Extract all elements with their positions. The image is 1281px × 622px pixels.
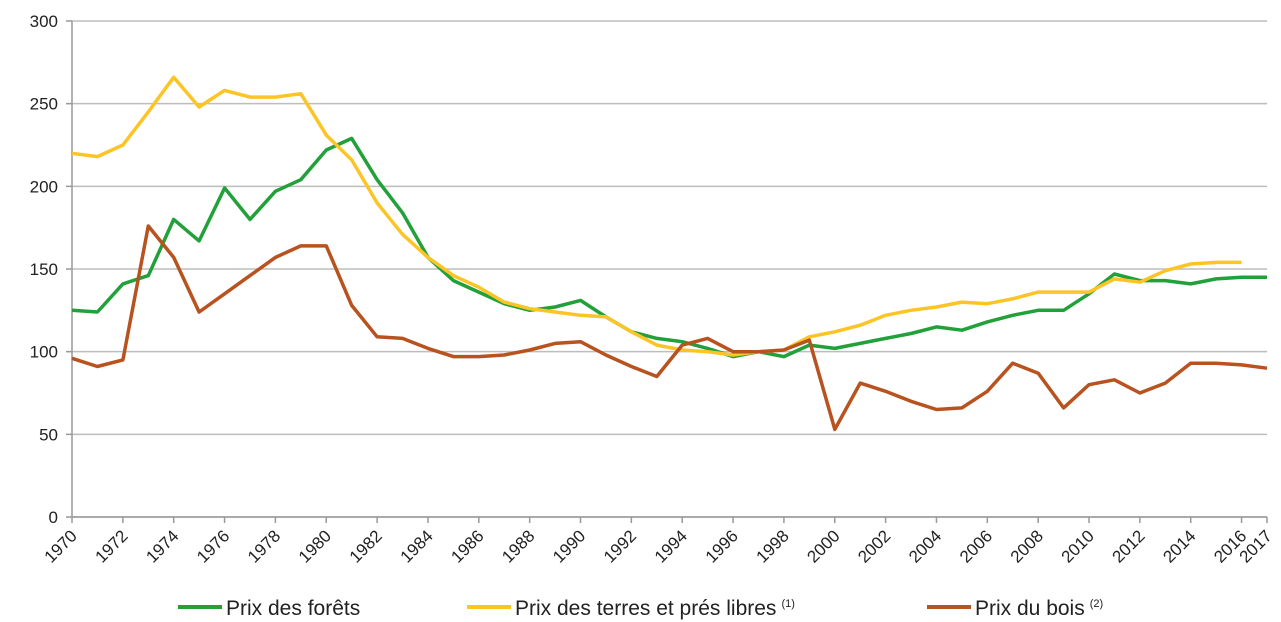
x-tick-label: 2004 <box>905 526 945 566</box>
legend-text: Prix des terres et prés libres (1) <box>515 597 795 620</box>
legend-label: Prix des terres et prés libres <box>515 597 776 620</box>
legend-text: Prix du bois (2) <box>975 597 1103 620</box>
x-tick-label: 1974 <box>142 526 182 566</box>
x-tick-label: 1972 <box>91 526 131 566</box>
legend-note: (1) <box>781 598 794 610</box>
legend-label: Prix du bois <box>975 597 1085 620</box>
x-tick-label: 1978 <box>244 526 284 566</box>
x-tick-label: 1994 <box>651 526 691 566</box>
x-tick-label: 2014 <box>1159 526 1199 566</box>
x-tick-label: 2010 <box>1058 526 1098 566</box>
legend-label: Prix des forêts <box>226 597 360 620</box>
x-tick-label: 1982 <box>346 526 386 566</box>
y-tick-label: 300 <box>30 12 58 31</box>
x-tick-label: 2008 <box>1007 526 1047 566</box>
legend-text: Prix des forêts <box>226 597 360 620</box>
x-tick-label: 1984 <box>397 526 437 566</box>
x-tick-label: 2012 <box>1109 526 1149 566</box>
x-tick-label: 1992 <box>600 526 640 566</box>
x-tick-label: 2006 <box>956 526 996 566</box>
x-tick-label: 1990 <box>549 526 589 566</box>
x-tick-label: 1988 <box>498 526 538 566</box>
x-tick-label: 1996 <box>702 526 742 566</box>
x-tick-label: 1976 <box>193 526 233 566</box>
series-line <box>71 136 1267 359</box>
y-tick-label: 250 <box>30 95 58 114</box>
series-line <box>71 75 1242 357</box>
x-tick-label: 2002 <box>854 526 894 566</box>
x-tick-label: 1986 <box>447 526 487 566</box>
y-tick-label: 200 <box>30 177 58 196</box>
x-tick-label: 1998 <box>753 526 793 566</box>
y-tick-label: 0 <box>49 508 58 527</box>
x-tick-label: 2000 <box>803 526 843 566</box>
series-line <box>71 224 1268 432</box>
x-tick-label: 1970 <box>41 526 81 566</box>
legend-note: (2) <box>1090 598 1103 610</box>
x-tick-label: 1980 <box>295 526 335 566</box>
y-tick-label: 100 <box>30 343 58 362</box>
y-tick-label: 50 <box>39 425 58 444</box>
y-tick-label: 150 <box>30 260 58 279</box>
